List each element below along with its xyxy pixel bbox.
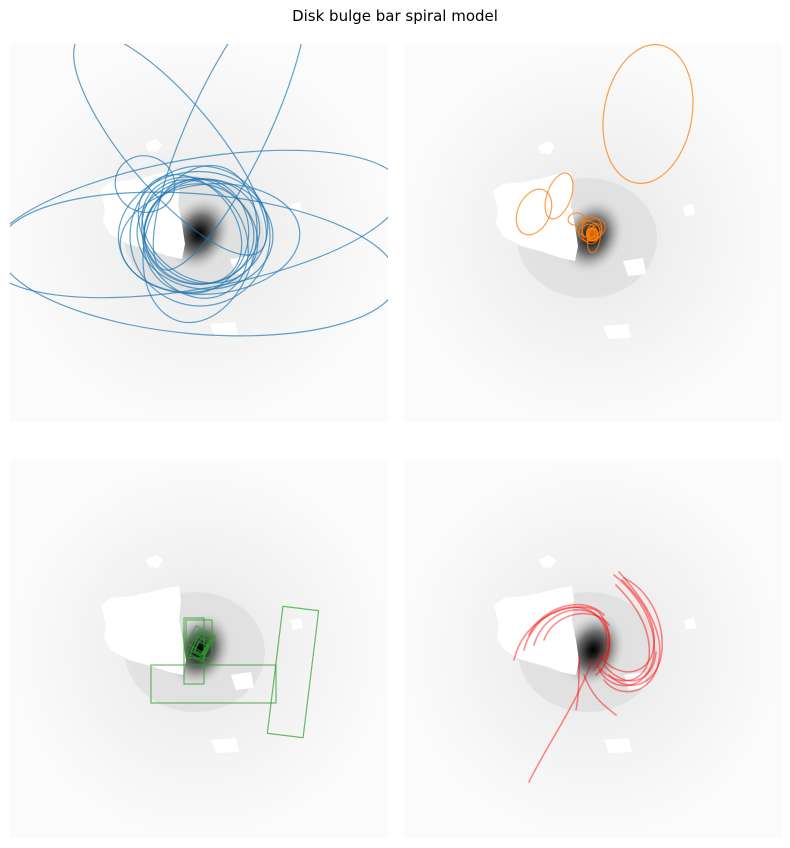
- bulge-panel: [404, 44, 782, 422]
- disk-ellipse-11: [129, 165, 271, 307]
- disk-panel: [10, 44, 388, 422]
- disk-ellipse-12: [119, 183, 301, 295]
- spiral-arm-14: [583, 674, 617, 716]
- bulge-ellipse-9: [567, 212, 585, 226]
- spiral-arm-1: [523, 606, 608, 671]
- disk-ellipse-10: [114, 155, 176, 213]
- bulge-ellipse-2: [544, 172, 574, 220]
- disk-plot: [10, 44, 388, 422]
- bulge-ellipse-7: [575, 220, 601, 238]
- spiral-arm-9: [593, 584, 651, 682]
- bar-plot: [10, 460, 388, 838]
- disk-ellipse-16: [152, 44, 308, 271]
- bulge-ellipse-11: [578, 218, 606, 242]
- spiral-arm-2: [533, 609, 611, 676]
- bulge-ellipse-1: [602, 44, 694, 184]
- disk-ellipse-13: [10, 191, 388, 337]
- spiral-plot: [404, 460, 782, 838]
- bulge-core-ellipse: [586, 227, 598, 241]
- disk-ellipse-14: [10, 149, 388, 299]
- galaxy-image: [404, 460, 782, 838]
- bar-rectangle-2: [266, 605, 320, 739]
- spiral-arm-3: [513, 606, 611, 661]
- spiral-arm-10: [598, 579, 655, 673]
- figure-title: Disk bulge bar spiral model: [292, 7, 498, 25]
- spiral-panel: [404, 460, 782, 838]
- bar-panel: [10, 460, 388, 838]
- disk-ellipse-8: [142, 164, 258, 324]
- spiral-arm-5: [543, 612, 610, 641]
- disk-ellipse-9: [137, 174, 243, 284]
- bulge-ellipse-3: [515, 188, 553, 236]
- bar-rectangle-8: [188, 635, 212, 663]
- spiral-arm-4: [528, 603, 605, 636]
- galaxy-image: [10, 460, 388, 838]
- disk-ellipse-7: [117, 170, 269, 294]
- disk-ellipse-15: [73, 44, 267, 256]
- spiral-arm-12: [528, 659, 593, 783]
- galaxy-image: [10, 44, 388, 422]
- spiral-arm-13: [575, 654, 580, 711]
- spiral-arm-6: [603, 571, 661, 693]
- spiral-arm-8: [608, 577, 663, 686]
- bar-rectangle-10: [193, 640, 209, 656]
- spiral-arm-11: [603, 651, 657, 682]
- bar-rectangle-1: [150, 664, 277, 704]
- bulge-plot: [404, 44, 782, 422]
- spiral-arm-7: [598, 574, 656, 687]
- disk-ellipse-3: [142, 178, 250, 294]
